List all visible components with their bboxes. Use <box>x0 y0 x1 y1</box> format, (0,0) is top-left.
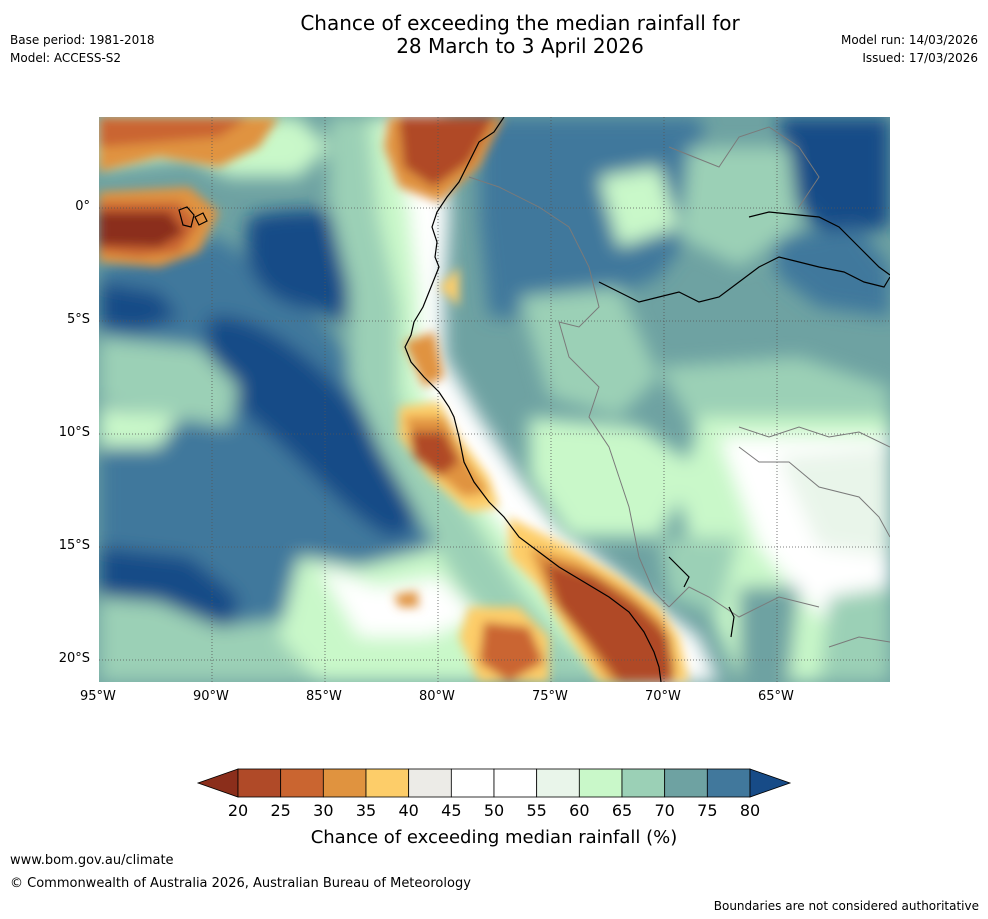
colorbar-tick-label: 65 <box>611 801 633 820</box>
footer-url[interactable]: www.bom.gov.au/climate <box>10 853 174 868</box>
colorbar-cell <box>450 768 495 798</box>
colorbar <box>196 768 792 798</box>
colorbar-tick-label: 70 <box>654 801 675 820</box>
lon-tick-85w: 85°W <box>306 689 342 704</box>
lon-tick-70w: 70°W <box>645 689 681 704</box>
lon-tick-65w: 65°W <box>758 689 794 704</box>
lat-tick-10s: 10°S <box>58 425 90 440</box>
colorbar-cell <box>706 768 751 798</box>
gridlines <box>99 117 890 682</box>
colorbar-tick-label: 25 <box>270 801 291 820</box>
lat-tick-0: 0° <box>75 199 90 214</box>
colorbar-tick-label: 30 <box>313 801 334 820</box>
model-name: Model: ACCESS-S2 <box>10 51 122 65</box>
colorbar-tick-label: 60 <box>569 801 590 820</box>
colorbar-tick-label: 75 <box>697 801 718 820</box>
rainfall-map <box>99 117 890 682</box>
colorbar-tick-label: 55 <box>526 801 547 820</box>
colorbar-extend-low <box>196 768 239 798</box>
map-title: Chance of exceeding the median rainfall … <box>0 12 988 58</box>
colorbar-cell <box>237 768 282 798</box>
colorbar-cell <box>365 768 410 798</box>
lon-tick-75w: 75°W <box>532 689 568 704</box>
lon-tick-80w: 80°W <box>419 689 455 704</box>
copyright: © Commonwealth of Australia 2026, Austra… <box>10 876 471 891</box>
boundaries-disclaimer: Boundaries are not considered authoritat… <box>713 899 979 913</box>
colorbar-label: Chance of exceeding median rainfall (%) <box>310 827 678 848</box>
title-line-1: Chance of exceeding the median rainfall … <box>300 11 740 35</box>
colorbar-cell <box>664 768 708 798</box>
model-run: Model run: 14/03/2026 <box>840 33 978 47</box>
probability-shading <box>99 117 890 682</box>
colorbar-cell <box>621 768 666 798</box>
colorbar-cell <box>408 768 452 798</box>
lat-tick-15s: 15°S <box>58 538 90 553</box>
lat-tick-5s: 5°S <box>66 312 90 327</box>
issued-date: Issued: 17/03/2026 <box>862 51 978 65</box>
colorbar-cell <box>280 768 324 798</box>
title-line-2: 28 March to 3 April 2026 <box>396 34 644 58</box>
colorbar-cell <box>322 768 367 798</box>
colorbar-cell <box>578 768 623 798</box>
colorbar-tick-label: 50 <box>483 801 505 820</box>
country-borders <box>468 126 890 648</box>
colorbar-tick-label: 35 <box>355 801 377 820</box>
colorbar-cell <box>493 768 538 798</box>
base-period: Base period: 1981-2018 <box>10 33 155 47</box>
colorbar-tick-label: 80 <box>739 801 761 820</box>
lon-tick-90w: 90°W <box>193 689 229 704</box>
lon-tick-95w: 95°W <box>80 689 116 704</box>
coastline <box>178 117 890 682</box>
colorbar-extend-high <box>749 768 792 798</box>
colorbar-tick-label: 40 <box>398 801 419 820</box>
colorbar-tick-label: 45 <box>441 801 462 820</box>
lat-tick-20s: 20°S <box>58 651 90 666</box>
colorbar-cell <box>536 768 580 798</box>
colorbar-tick-label: 20 <box>227 801 249 820</box>
